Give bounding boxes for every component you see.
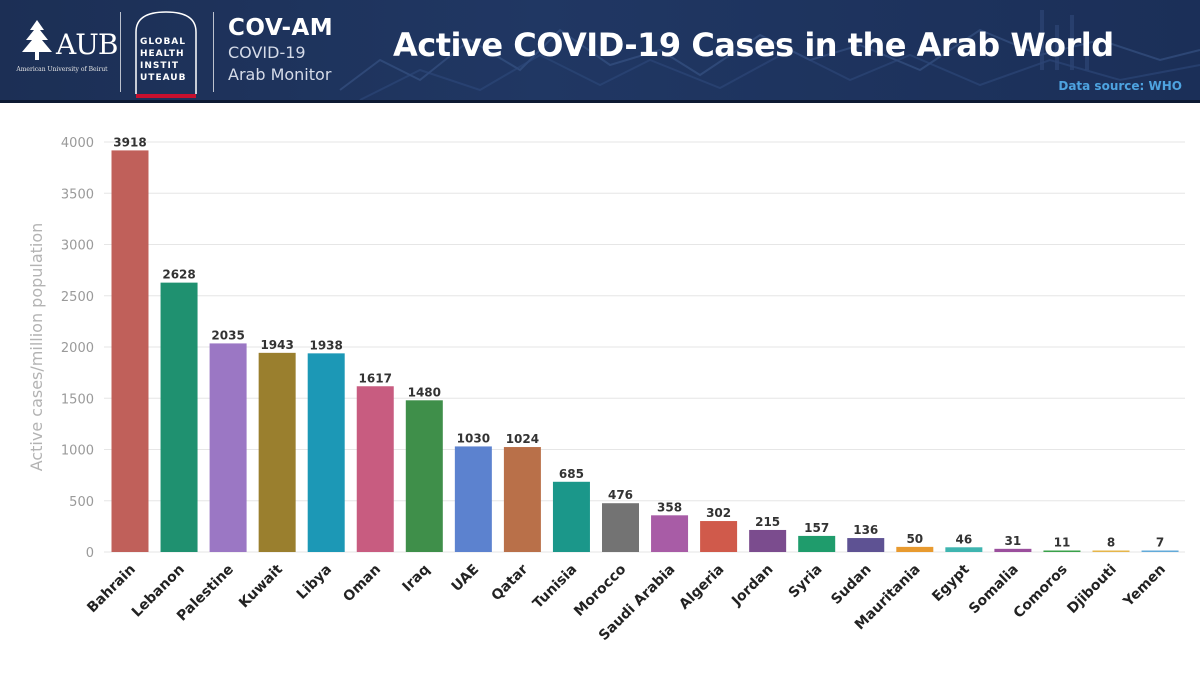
data-label: 31 bbox=[1005, 534, 1022, 548]
x-tick-label: Jordan bbox=[728, 562, 776, 610]
data-source: Data source: WHO bbox=[1058, 79, 1182, 93]
aub-logo-subtext: American University of Beirut bbox=[16, 66, 108, 73]
bar bbox=[798, 535, 836, 552]
x-tick-label: Comoros bbox=[1011, 562, 1071, 622]
y-tick-label: 2500 bbox=[61, 290, 94, 305]
y-tick-label: 3500 bbox=[61, 187, 94, 202]
data-label: 1024 bbox=[506, 432, 539, 446]
bar bbox=[1092, 550, 1130, 552]
data-label: 2035 bbox=[211, 328, 244, 342]
data-label: 1030 bbox=[457, 431, 490, 445]
bar bbox=[160, 282, 198, 552]
data-label: 2628 bbox=[162, 268, 195, 282]
bar bbox=[700, 521, 738, 552]
header-banner: AUB American University of Beirut GLOBAL… bbox=[0, 0, 1200, 103]
bar bbox=[896, 546, 934, 552]
shield-icon bbox=[135, 11, 197, 94]
bar bbox=[209, 343, 247, 552]
chart-title: Active COVID-19 Cases in the Arab World bbox=[393, 26, 1114, 64]
bar bbox=[749, 529, 787, 552]
bar bbox=[1141, 550, 1179, 552]
x-tick-label: Sudan bbox=[828, 562, 874, 608]
data-label: 3918 bbox=[113, 135, 146, 149]
y-tick-label: 1000 bbox=[61, 444, 94, 459]
bar bbox=[258, 352, 296, 552]
bar bbox=[111, 150, 149, 552]
bar bbox=[651, 515, 689, 552]
data-label: 46 bbox=[955, 532, 972, 546]
y-tick-label: 3000 bbox=[61, 239, 94, 254]
cedar-icon bbox=[22, 20, 52, 60]
x-tick-label: Libya bbox=[294, 562, 335, 603]
data-label: 685 bbox=[559, 467, 584, 481]
bar-chart: 0 500 1000 1500 2000 2500 3000 3500 4000 Active c… bbox=[27, 135, 1185, 644]
data-label: 358 bbox=[657, 500, 682, 514]
bar bbox=[945, 547, 983, 552]
ghi-logo-line: HEALTH bbox=[140, 49, 185, 59]
data-label: 215 bbox=[755, 515, 780, 529]
data-label: 302 bbox=[706, 506, 731, 520]
banner-bottom-edge bbox=[0, 100, 1200, 103]
data-label: 136 bbox=[853, 523, 878, 537]
x-tick-label: Iraq bbox=[399, 562, 433, 596]
ghi-logo-line: UTEAUB bbox=[140, 73, 187, 83]
ghi-logo-line: GLOBAL bbox=[140, 37, 187, 47]
bar bbox=[552, 481, 590, 552]
y-tick-label: 4000 bbox=[61, 136, 94, 151]
y-tick-label: 500 bbox=[69, 495, 94, 510]
data-label: 157 bbox=[804, 521, 829, 535]
y-tick-label: 0 bbox=[86, 546, 94, 561]
bar bbox=[847, 538, 885, 552]
x-tick-label: Tunisia bbox=[530, 562, 580, 612]
data-label: 11 bbox=[1054, 536, 1071, 550]
logo-divider bbox=[120, 12, 121, 92]
x-tick-label: Qatar bbox=[489, 561, 532, 604]
ghi-logo-stripe bbox=[136, 94, 196, 98]
brand-block: COV-AM COVID-19 Arab Monitor bbox=[228, 14, 333, 86]
bar bbox=[307, 353, 345, 552]
x-tick-label: UAE bbox=[449, 562, 482, 595]
y-tick-label: 2000 bbox=[61, 341, 94, 356]
data-label: 7 bbox=[1156, 536, 1164, 550]
bar bbox=[356, 386, 394, 552]
x-tick-label: Egypt bbox=[929, 561, 973, 605]
bar bbox=[602, 503, 639, 552]
ghi-logo: GLOBAL HEALTH INSTIT UTEAUB bbox=[130, 8, 202, 98]
x-tick-label: Yemen bbox=[1120, 562, 1169, 611]
x-tick-label: Djibouti bbox=[1064, 562, 1119, 617]
y-tick-label: 1500 bbox=[61, 392, 94, 407]
data-label: 476 bbox=[608, 488, 633, 502]
brand-subtitle-line2: Arab Monitor bbox=[228, 65, 332, 84]
data-label: 1617 bbox=[359, 371, 392, 385]
x-tick-label: Syria bbox=[786, 562, 826, 602]
bar bbox=[454, 446, 492, 552]
banner-decoration bbox=[339, 10, 1200, 101]
aub-logo-text: AUB bbox=[56, 28, 118, 61]
logo-divider bbox=[213, 12, 214, 92]
brand-subtitle-line1: COVID-19 bbox=[228, 43, 306, 62]
data-label: 50 bbox=[906, 532, 923, 546]
bar bbox=[503, 447, 541, 552]
ghi-logo-text: GLOBAL HEALTH INSTIT UTEAUB bbox=[140, 36, 198, 84]
data-label: 1938 bbox=[309, 338, 342, 352]
x-tick-label: Kuwait bbox=[236, 561, 286, 611]
data-label: 1480 bbox=[408, 385, 441, 399]
data-label: 8 bbox=[1107, 536, 1115, 550]
x-tick-label: Oman bbox=[340, 562, 384, 606]
x-tick-label: Algeria bbox=[676, 562, 727, 613]
data-label: 1943 bbox=[260, 338, 293, 352]
brand-title: COV-AM bbox=[228, 15, 334, 41]
aub-logo: AUB American University of Beirut bbox=[14, 14, 118, 94]
bar bbox=[1043, 550, 1081, 552]
bar bbox=[405, 400, 443, 552]
ghi-logo-line: INSTIT bbox=[140, 61, 179, 71]
bar bbox=[994, 548, 1032, 552]
y-axis-label: Active cases/million population bbox=[27, 223, 46, 472]
